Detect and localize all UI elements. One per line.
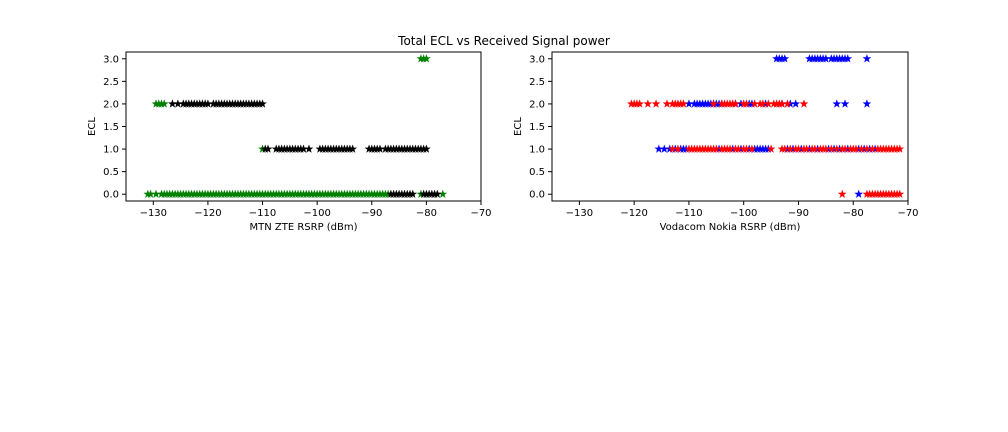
y-tick-label: 0.5 [529,167,545,178]
y-axis-label: ECL [513,117,524,136]
y-tick-label: 2.5 [103,77,119,88]
plot-frame [125,51,482,202]
x-axis-ticks: −130 −120 −110 −100 −90 −80 −70 [140,201,492,219]
x-tick-label: −120 [194,208,221,219]
data-point [159,99,169,108]
figure-title: Total ECL vs Received Signal power [397,34,610,48]
data-point [783,99,792,108]
data-point [679,99,688,108]
y-tick-label: 1.5 [103,122,119,133]
data-point [421,54,431,63]
data-point [843,54,853,63]
data-point [895,189,905,198]
y-tick-label: 0.0 [529,190,545,201]
x-tick-label: −80 [416,208,437,219]
data-point [258,99,267,108]
data-point [421,144,431,153]
x-tick-label: −110 [675,208,702,219]
y-tick-label: 0.5 [103,167,119,178]
data-point [799,99,809,108]
data-point [840,99,850,108]
x-axis-label: MTN ZTE RSRP (dBm) [249,222,357,233]
plot-frame [551,51,909,202]
data-point [731,99,740,108]
left-subplot-mtn-zte: −130 −120 −110 −100 −90 −80 −70 0.0 0.5 1.0 1.5 2.0… [87,51,492,233]
series-green [143,54,448,198]
data-point [791,99,801,108]
data-point [348,144,358,153]
x-tick-label: −120 [620,208,647,219]
x-tick-label: −90 [361,208,382,219]
y-tick-label: 1.0 [529,145,545,156]
scatter-points [143,54,448,198]
y-tick-label: 2.5 [529,77,545,88]
data-point [635,99,645,108]
data-point [854,189,864,198]
x-tick-label: −130 [140,208,167,219]
right-subplot-vodacom-nokia: −130 −120 −110 −100 −90 −80 −70 0.0 0.5 1.0 1.5 2.0… [513,51,919,233]
x-axis-ticks: −130 −120 −110 −100 −90 −80 −70 [566,201,919,219]
data-point [747,144,757,153]
data-point [862,99,872,108]
x-tick-label: −110 [249,208,276,219]
x-tick-label: −100 [730,208,757,219]
y-tick-label: 3.0 [529,54,545,65]
series-red [626,99,905,198]
data-point [895,144,905,153]
y-tick-label: 2.0 [529,99,545,110]
x-tick-label: −130 [566,208,593,219]
x-tick-label: −70 [470,208,491,219]
y-axis-ticks: 0.0 0.5 1.0 1.5 2.0 2.5 3.0 [529,54,552,201]
y-tick-label: 1.5 [529,122,545,133]
data-point [408,189,418,198]
y-tick-label: 0.0 [103,190,119,201]
y-axis-label: ECL [87,117,98,136]
x-tick-label: −100 [303,208,330,219]
data-point [673,144,683,153]
y-tick-label: 3.0 [103,54,119,65]
data-point [643,99,653,108]
data-point [862,54,872,63]
x-tick-label: −70 [897,208,918,219]
x-tick-label: −90 [788,208,809,219]
y-tick-label: 2.0 [103,99,119,110]
series-black [168,99,442,198]
data-point [709,99,718,108]
data-point [651,99,661,108]
y-axis-ticks: 0.0 0.5 1.0 1.5 2.0 2.5 3.0 [103,54,126,201]
series-blue [654,54,880,198]
data-point [432,189,442,198]
scatter-points [626,54,905,198]
y-tick-label: 1.0 [103,145,119,156]
data-point [780,54,790,63]
x-axis-label: Vodacom Nokia RSRP (dBm) [660,222,801,233]
data-point [263,144,273,153]
x-tick-label: −80 [843,208,864,219]
data-point [304,144,314,153]
data-point [766,144,776,153]
data-point [837,189,847,198]
data-point [832,99,842,108]
data-point [742,99,751,108]
